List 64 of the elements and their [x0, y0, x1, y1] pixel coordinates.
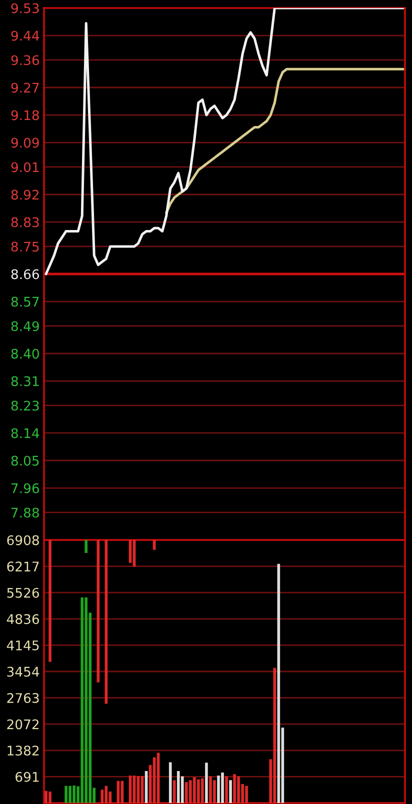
bar	[176, 771, 180, 803]
y-tick-label: 8.83	[11, 217, 39, 228]
y-tick-label: 8.40	[11, 348, 39, 359]
bar	[80, 597, 84, 803]
y-tick-label: 8.75	[11, 242, 39, 252]
y-tick-label: 6217	[7, 562, 39, 572]
bar	[84, 540, 88, 553]
y-tick-label: 9.53	[11, 3, 39, 14]
bar	[64, 786, 68, 803]
bar	[84, 597, 88, 803]
y-tick-label: 9.27	[11, 82, 39, 93]
bar	[44, 790, 48, 803]
bar	[193, 777, 196, 803]
y-tick-label: 8.66	[11, 269, 40, 280]
y-tick-label: 8.05	[11, 456, 39, 466]
y-tick-label: 4836	[6, 614, 39, 624]
y-tick-label: 2763	[7, 693, 39, 704]
bar	[72, 785, 76, 803]
y-tick-label: 9.18	[11, 110, 39, 120]
bar	[197, 779, 200, 803]
bar	[156, 752, 160, 803]
bar	[229, 780, 232, 803]
y-tick-label: 7.88	[12, 508, 39, 518]
bar	[245, 786, 248, 803]
bar	[152, 540, 156, 550]
y-tick-label: 7.96	[12, 483, 40, 494]
bar	[233, 774, 236, 803]
line-series	[165, 68, 404, 214]
bar	[184, 782, 188, 803]
bar	[221, 772, 224, 803]
y-tick-label: 4145	[6, 640, 39, 650]
y-tick-label: 9.44	[11, 30, 40, 41]
y-tick-label: 9.36	[11, 55, 40, 66]
bar	[273, 668, 276, 803]
bar	[209, 776, 212, 803]
y-tick-label: 8.14	[11, 428, 40, 438]
bar	[100, 790, 104, 803]
bar	[48, 792, 52, 803]
y-tick-label: 8.23	[11, 400, 39, 411]
bar	[217, 776, 220, 803]
bar	[189, 780, 192, 803]
bar	[96, 540, 100, 682]
bar	[237, 776, 240, 803]
y-tick-label: 5526	[7, 588, 39, 598]
bar	[205, 762, 208, 803]
y-tick-label: 9.09	[11, 138, 39, 148]
y-tick-label: 8.49	[11, 321, 39, 332]
bar	[168, 762, 172, 803]
bar	[201, 778, 204, 803]
bar	[68, 786, 72, 803]
y-tick-label: 9.01	[11, 162, 39, 172]
y-tick-label: 8.92	[11, 190, 39, 200]
y-tick-label: 691	[16, 772, 39, 782]
bar	[213, 780, 216, 803]
y-tick-label: 8.57	[11, 296, 39, 307]
y-tick-label: 6908	[7, 535, 39, 546]
y-tick-label: 8.31	[11, 376, 39, 386]
bar	[277, 564, 280, 803]
y-tick-label: 3454	[7, 666, 40, 677]
y-tick-label: 1382	[8, 746, 39, 756]
bar	[172, 780, 176, 803]
bar	[225, 776, 228, 803]
bar	[48, 540, 52, 662]
y-tick-label: 2072	[7, 719, 39, 730]
